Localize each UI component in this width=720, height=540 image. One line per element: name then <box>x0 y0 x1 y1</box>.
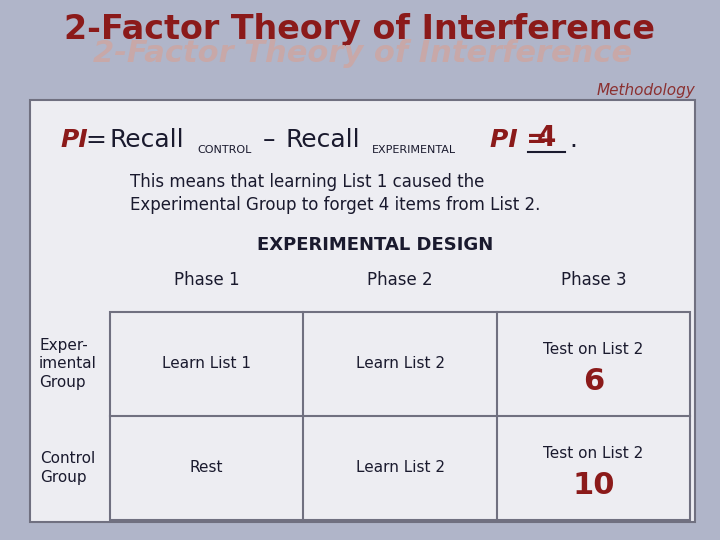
Text: 6: 6 <box>582 368 604 396</box>
Text: CONTROL: CONTROL <box>197 145 251 155</box>
Text: Test on List 2: Test on List 2 <box>543 447 644 462</box>
Text: 2-Factor Theory of Interference: 2-Factor Theory of Interference <box>94 38 633 68</box>
Text: This means that learning List 1 caused the: This means that learning List 1 caused t… <box>130 173 485 191</box>
Text: 2-Factor Theory of Interference: 2-Factor Theory of Interference <box>65 14 655 46</box>
Text: Learn List 2: Learn List 2 <box>356 356 444 372</box>
Text: PI =: PI = <box>490 128 547 152</box>
Text: Test on List 2: Test on List 2 <box>543 342 644 357</box>
Text: .: . <box>569 128 577 152</box>
Text: Recall: Recall <box>285 128 359 152</box>
Text: Phase 2: Phase 2 <box>367 271 433 289</box>
Text: Learn List 1: Learn List 1 <box>162 356 251 372</box>
Text: Phase 3: Phase 3 <box>561 271 626 289</box>
Text: –: – <box>263 128 276 152</box>
Text: Control
Group: Control Group <box>40 451 96 485</box>
Text: Learn List 2: Learn List 2 <box>356 461 444 476</box>
Text: EXPERIMENTAL: EXPERIMENTAL <box>372 145 456 155</box>
Text: Experimental Group to forget 4 items from List 2.: Experimental Group to forget 4 items fro… <box>130 196 541 214</box>
Text: Rest: Rest <box>190 461 223 476</box>
Text: Phase 1: Phase 1 <box>174 271 240 289</box>
Text: Exper-
imental
Group: Exper- imental Group <box>39 338 97 390</box>
Text: 10: 10 <box>572 471 615 501</box>
Text: PI: PI <box>60 128 88 152</box>
Bar <box>110 312 690 520</box>
Text: Methodology: Methodology <box>596 83 695 98</box>
Text: =: = <box>85 128 106 152</box>
Text: 4: 4 <box>537 124 556 152</box>
FancyBboxPatch shape <box>30 100 695 522</box>
Text: Recall: Recall <box>110 128 184 152</box>
Text: EXPERIMENTAL DESIGN: EXPERIMENTAL DESIGN <box>257 236 493 254</box>
